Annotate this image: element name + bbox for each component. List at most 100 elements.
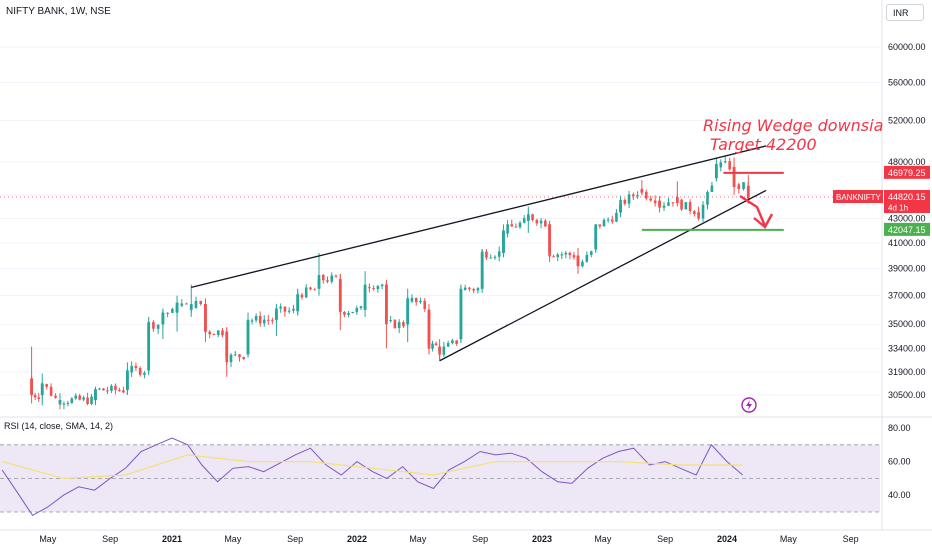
candle-body <box>110 385 113 391</box>
candle-body <box>376 286 380 290</box>
rsi-axis[interactable]: 80.00 60.00 40.00 <box>888 423 911 500</box>
candle-body <box>719 162 723 168</box>
target-label: Target 42200 <box>710 135 817 154</box>
candle-body <box>296 294 300 312</box>
candle-body <box>568 252 572 256</box>
rsi-tick-label: 60.00 <box>888 457 911 467</box>
candle-body <box>610 219 614 222</box>
candle-body <box>49 386 53 396</box>
candle-body <box>510 224 514 227</box>
candle-body <box>572 255 576 258</box>
candle-body <box>355 307 359 313</box>
candle-body <box>216 330 220 335</box>
candle-body <box>710 185 714 192</box>
price-axis[interactable]: 60000.0056000.0052000.0048000.0045000.00… <box>888 42 926 400</box>
candle-body <box>552 256 555 258</box>
countdown-badge <box>884 202 930 214</box>
price-tick-label: 48000.00 <box>888 157 926 167</box>
candle-body <box>671 202 675 204</box>
candle-body <box>742 182 745 189</box>
rsi-line <box>1 437 744 517</box>
candle-body <box>321 274 325 281</box>
price-tick-label: 35000.00 <box>888 319 926 329</box>
candle-body <box>225 331 229 358</box>
candle-body <box>238 354 241 358</box>
candle-body <box>423 300 427 309</box>
candle-body <box>300 294 304 298</box>
candle-body <box>442 346 446 355</box>
candle-body <box>544 220 547 227</box>
rsi-band <box>0 444 880 513</box>
candle-body <box>37 397 40 399</box>
candle-body <box>166 312 169 314</box>
candle-body <box>535 219 539 224</box>
candle-body <box>389 320 392 322</box>
candle-body <box>33 395 37 398</box>
candle-body <box>581 261 584 267</box>
candle-body <box>701 204 705 219</box>
candle-body <box>419 300 422 303</box>
candle-body <box>548 224 552 253</box>
candle-body <box>615 212 618 222</box>
candle-body <box>627 194 631 204</box>
price-badge <box>884 190 930 204</box>
candle-body <box>649 198 653 201</box>
candle-body <box>728 161 731 170</box>
candle-body <box>606 219 610 221</box>
currency-button[interactable]: INR <box>886 4 924 21</box>
candle-body <box>368 287 371 289</box>
candle-body <box>506 224 509 234</box>
price-tick-label: 60000.00 <box>888 42 926 52</box>
candle-body <box>351 312 354 314</box>
candle-body <box>258 316 262 324</box>
candle-body <box>171 308 174 313</box>
candle-body <box>706 191 709 205</box>
lightning-icon[interactable] <box>741 397 757 413</box>
candle-body <box>746 185 750 198</box>
candle-body <box>653 200 657 204</box>
candle-body <box>102 388 105 391</box>
candle-body <box>246 319 250 355</box>
candle-body <box>602 219 606 227</box>
candle-body <box>636 195 639 197</box>
candle-body <box>427 309 431 346</box>
time-axis[interactable]: May Sep 2021 May Sep 2022 May Sep 2023 May Sep 2024… <box>0 529 932 544</box>
candle-body <box>287 310 291 312</box>
candle-body <box>74 395 78 399</box>
price-tick-label: 37000.00 <box>888 291 926 301</box>
symbol-badge <box>833 190 883 204</box>
candle-body <box>334 275 338 277</box>
time-tick-label: May <box>780 534 798 544</box>
candle-body <box>152 322 155 329</box>
candle-body <box>431 343 434 349</box>
candle-body <box>30 378 34 395</box>
candle-body <box>254 316 258 321</box>
candle-body <box>45 384 48 387</box>
time-tick-label: May <box>224 534 242 544</box>
pattern-label: Rising Wedge downsia <box>703 116 883 135</box>
candle-body <box>147 324 151 371</box>
candle-body <box>94 389 97 401</box>
price-grid <box>0 0 932 530</box>
price-tick-label: 33400.00 <box>888 343 926 353</box>
candle-body <box>134 365 138 369</box>
candle-body <box>640 189 644 193</box>
candle-body <box>189 304 193 310</box>
candle-body <box>393 320 397 329</box>
time-tick-label: 2023 <box>532 534 552 544</box>
candle-body <box>737 184 741 189</box>
time-tick-label: 2024 <box>717 534 737 544</box>
candle-body <box>66 402 70 404</box>
candle-body <box>723 161 727 163</box>
candle-body <box>156 324 160 329</box>
candle-body <box>526 215 530 221</box>
downside-arrow <box>739 194 767 227</box>
candle-body <box>275 311 278 320</box>
candle-body <box>658 200 661 206</box>
candle-body <box>229 354 233 363</box>
candle-body <box>161 312 165 325</box>
candle-body <box>667 202 670 206</box>
candle-body <box>98 388 101 390</box>
